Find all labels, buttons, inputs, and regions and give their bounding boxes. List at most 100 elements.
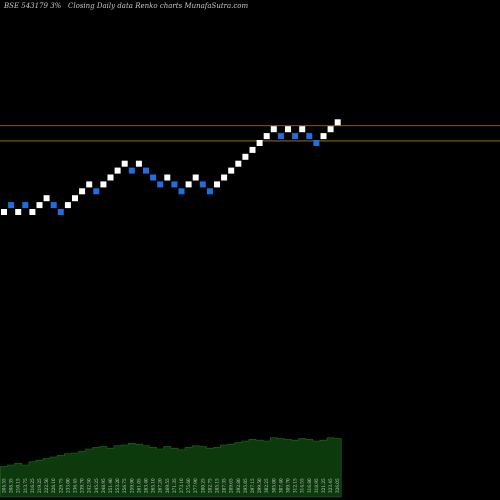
renko-brick-6 <box>43 195 50 202</box>
renko-brick-4 <box>29 209 36 215</box>
volume-price-label-28: 280.25 <box>200 478 205 493</box>
renko-bricks <box>1 119 341 215</box>
renko-brick-11 <box>79 188 86 195</box>
volume-price-label-36: 299.50 <box>257 478 262 493</box>
chart-kind-label: Renko <box>135 2 158 10</box>
renko-brick-0 <box>1 209 7 215</box>
renko-brick-36 <box>256 140 263 146</box>
volume-price-label-9: 233.00 <box>65 478 70 493</box>
volume-price-label-47: 326.05 <box>335 478 340 493</box>
volume-price-label-4: 216.25 <box>30 478 35 493</box>
renko-brick-24 <box>171 181 178 188</box>
renko-brick-45 <box>320 133 327 140</box>
volume-price-label-21: 265.10 <box>151 478 156 493</box>
renko-brick-1 <box>8 202 15 209</box>
volume-price-label-0: 204.55 <box>2 478 7 493</box>
volume-price-label-45: 321.25 <box>321 478 326 493</box>
symbol-text: BSE 543179 3% <box>4 2 62 10</box>
volume-price-label-40: 309.70 <box>286 478 291 493</box>
renko-brick-43 <box>306 133 313 140</box>
renko-brick-26 <box>185 181 192 188</box>
volume-price-label-22: 267.20 <box>158 478 163 493</box>
renko-brick-29 <box>206 188 213 195</box>
renko-brick-30 <box>214 181 220 188</box>
volume-price-label-19: 261.05 <box>136 478 141 493</box>
renko-brick-31 <box>221 174 228 181</box>
volume-price-label-20: 263.40 <box>144 478 149 493</box>
volume-price-label-25: 273.10 <box>179 478 184 493</box>
renko-brick-5 <box>36 202 43 209</box>
renko-brick-28 <box>199 181 206 188</box>
renko-brick-16 <box>114 167 121 174</box>
volume-price-label-24: 271.35 <box>172 478 177 493</box>
volume-price-label-2: 210.15 <box>16 478 21 493</box>
volume-price-label-1: 208.35 <box>9 478 14 493</box>
renko-brick-40 <box>285 126 291 133</box>
volume-price-label-3: 213.75 <box>23 478 28 493</box>
renko-brick-14 <box>100 181 107 188</box>
renko-brick-47 <box>334 119 341 126</box>
volume-price-label-17: 256.75 <box>122 478 127 493</box>
volume-price-label-30: 285.15 <box>215 478 220 493</box>
renko-brick-39 <box>277 133 284 140</box>
renko-brick-17 <box>121 160 128 167</box>
volume-area: 204.55 208.35 210.15 213.75 216.25 219.25 222.… <box>0 437 342 498</box>
renko-brick-41 <box>292 133 299 140</box>
series-label: Closing Daily data <box>68 2 133 10</box>
renko-brick-33 <box>235 160 242 167</box>
volume-price-label-10: 236.45 <box>73 478 78 493</box>
volume-price-label-23: 269.55 <box>165 478 170 493</box>
renko-brick-9 <box>64 202 71 209</box>
volume-price-label-15: 251.40 <box>108 478 113 493</box>
volume-price-label-35: 297.15 <box>250 478 255 493</box>
renko-brick-44 <box>313 140 320 146</box>
volume-price-label-43: 316.80 <box>307 478 312 493</box>
volume-price-label-12: 242.50 <box>87 478 92 493</box>
renko-brick-42 <box>299 126 306 133</box>
volume-price-label-33: 292.80 <box>236 478 241 493</box>
volume-price-label-13: 245.25 <box>94 478 99 493</box>
volume-price-label-5: 219.25 <box>37 478 42 493</box>
renko-brick-32 <box>228 167 235 174</box>
volume-price-label-6: 222.50 <box>44 478 49 493</box>
renko-brick-37 <box>263 133 270 140</box>
volume-price-label-39: 307.40 <box>278 478 283 493</box>
renko-brick-21 <box>150 174 157 181</box>
renko-brick-12 <box>86 181 93 188</box>
volume-area-path <box>0 437 342 498</box>
volume-price-label-42: 314.55 <box>300 478 305 493</box>
volume-price-label-41: 312.15 <box>293 478 298 493</box>
renko-brick-13 <box>93 188 100 195</box>
volume-price-label-32: 289.65 <box>229 478 234 493</box>
volume-price-label-27: 277.90 <box>193 478 198 493</box>
volume-price-label-44: 318.95 <box>314 478 319 493</box>
reference-level-lines <box>0 125 500 142</box>
renko-brick-19 <box>135 160 142 167</box>
volume-price-label-37: 302.25 <box>264 478 269 493</box>
renko-brick-15 <box>107 174 114 181</box>
volume-price-label-11: 239.70 <box>80 478 85 493</box>
volume-price-label-7: 226.10 <box>51 478 56 493</box>
renko-brick-7 <box>50 202 57 209</box>
renko-brick-22 <box>157 181 164 188</box>
renko-brick-23 <box>164 174 171 181</box>
volume-price-label-18: 259.90 <box>129 478 134 493</box>
volume-price-label-26: 275.60 <box>186 478 191 493</box>
volume-price-label-29: 282.75 <box>207 478 212 493</box>
renko-brick-10 <box>72 195 78 202</box>
volume-price-label-38: 305.00 <box>271 478 276 493</box>
renko-brick-18 <box>128 167 135 174</box>
renko-brick-27 <box>192 174 199 181</box>
renko-brick-2 <box>15 209 22 215</box>
renko-brick-8 <box>57 209 64 215</box>
volume-price-label-14: 248.95 <box>101 478 106 493</box>
volume-price-label-8: 229.75 <box>58 478 63 493</box>
renko-brick-34 <box>242 153 249 160</box>
site-label: charts MunafaSutra.com <box>159 2 249 10</box>
volume-price-label-31: 287.35 <box>222 478 227 493</box>
volume-price-label-34: 295.05 <box>243 478 248 493</box>
chart-header: BSE 543179 3% Closing Daily data Renko c… <box>4 2 248 10</box>
volume-price-label-46: 323.45 <box>328 478 333 493</box>
renko-brick-38 <box>270 126 277 133</box>
